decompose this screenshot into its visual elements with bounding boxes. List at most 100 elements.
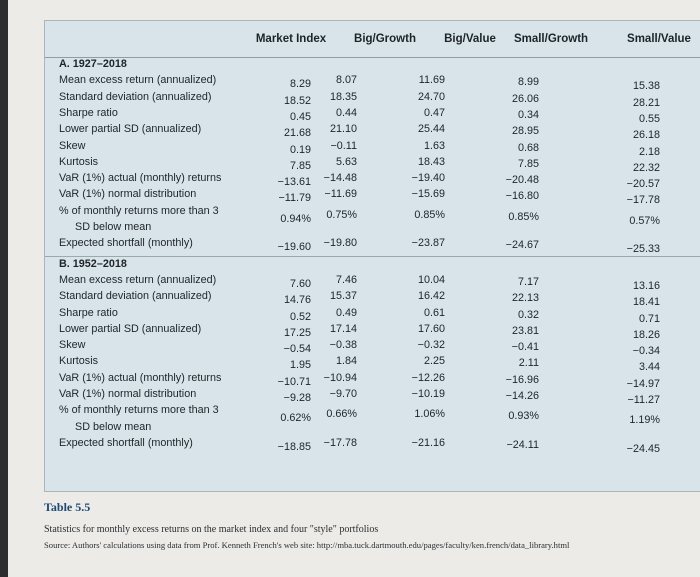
table-cell: 25.44	[417, 123, 445, 136]
table-cell: −19.40	[411, 172, 445, 185]
table-cell: −20.48	[505, 174, 539, 187]
table-cell: 0.47	[423, 106, 445, 119]
table-cell: 0.75%	[326, 208, 357, 221]
table-cell: −14.48	[323, 172, 357, 185]
table-source-note: Source: Authors' calculations using data…	[44, 540, 570, 550]
table-cell: −11.79	[278, 192, 311, 205]
statistics-table: Market Index Big/Growth Big/Value Small/Gro…	[44, 20, 700, 492]
row-label: Mean excess return (annualized)	[59, 74, 217, 87]
table-cell: 26.06	[511, 92, 539, 105]
table-cell: 1.19%	[629, 414, 660, 427]
table-cell: −19.80	[323, 237, 357, 250]
table-cell: 2.18	[638, 145, 660, 158]
section-title: B. 1952–2018	[59, 257, 127, 270]
row-label: Standard deviation (annualized)	[59, 90, 212, 103]
table-cell: 10.04	[417, 273, 445, 286]
row-label: Expected shortfall (monthly)	[59, 237, 193, 250]
table-cell: 0.93%	[508, 410, 539, 423]
table-caption-title: Table 5.5	[44, 500, 91, 514]
table-cell: −17.78	[626, 194, 660, 207]
row-label: % of monthly returns more than 3	[59, 404, 219, 417]
row-label-continued: SD below mean	[75, 420, 152, 433]
table-cell: 13.16	[632, 279, 660, 292]
table-cell: −16.80	[505, 190, 539, 203]
column-header-4: Small/Value	[627, 33, 691, 45]
table-cell: 0.62%	[280, 412, 311, 425]
table-cell: 21.68	[283, 127, 311, 140]
table-cell: −0.11	[330, 139, 357, 152]
table-cell: 28.95	[511, 125, 539, 138]
table-cell: 18.52	[283, 94, 311, 107]
table-cell: −0.41	[511, 341, 539, 354]
table-cell: 2.25	[423, 355, 445, 368]
row-label: VaR (1%) normal distribution	[59, 388, 197, 400]
table-cell: 0.45	[289, 110, 311, 123]
table-cell: 8.29	[289, 78, 311, 91]
section-divider	[45, 255, 700, 257]
table-cell: 7.17	[517, 275, 539, 288]
table-cell: 8.07	[335, 74, 357, 87]
table-cell: 0.19	[289, 143, 311, 156]
table-cell: 1.63	[423, 139, 445, 152]
table-cell: 15.38	[632, 80, 660, 93]
table-cell: −0.38	[329, 339, 357, 352]
table-cell: −16.96	[505, 373, 539, 386]
table-cell: 17.14	[329, 322, 357, 335]
table-cell: −14.97	[626, 377, 660, 390]
table-cell: −0.34	[632, 345, 660, 358]
table-cell: 17.25	[283, 326, 311, 339]
table-cell: 7.60	[289, 277, 311, 290]
table-cell: 0.85%	[414, 208, 445, 221]
column-header-3: Small/Growth	[513, 33, 589, 45]
table-cell: −15.69	[411, 188, 445, 201]
table-cell: −10.19	[411, 388, 445, 400]
section-title: A. 1927–2018	[59, 58, 127, 70]
table-cell: 18.41	[632, 296, 660, 309]
table-cell: 24.70	[417, 90, 445, 103]
table-caption-description: Statistics for monthly excess returns on…	[44, 524, 379, 535]
table-cell: 0.68	[517, 141, 539, 154]
table-cell: 7.85	[517, 157, 539, 170]
table-cell: 18.26	[632, 328, 660, 341]
table-cell: 18.43	[417, 155, 445, 168]
table-cell: 0.71	[638, 312, 660, 325]
row-label: VaR (1%) actual (monthly) returns	[59, 371, 222, 384]
row-label: VaR (1%) normal distribution	[59, 188, 197, 201]
table-cell: −24.11	[506, 438, 539, 451]
table-cell: 11.69	[418, 74, 445, 87]
table-cell: −11.27	[627, 394, 660, 406]
table-cell: −0.32	[417, 339, 445, 352]
table-cell: −21.16	[411, 436, 445, 449]
row-label: Lower partial SD (annualized)	[59, 123, 202, 136]
table-cell: 7.46	[335, 273, 357, 286]
table-cell: 26.18	[632, 129, 660, 142]
table-cell: 1.95	[289, 359, 311, 372]
table-cell: −19.60	[277, 241, 311, 254]
table-cell: −10.71	[277, 375, 311, 388]
table-cell: −25.33	[626, 243, 660, 256]
table-cell: 28.21	[632, 96, 660, 109]
row-label: VaR (1%) actual (monthly) returns	[59, 172, 222, 185]
table-cell: −23.87	[411, 237, 445, 250]
table-cell: 0.49	[335, 306, 357, 319]
row-label: Sharpe ratio	[59, 106, 118, 119]
table-cell: 1.06%	[414, 408, 445, 421]
column-header-2: Big/Value	[444, 33, 496, 45]
textbook-page: Market Index Big/Growth Big/Value Small/Gro…	[8, 0, 700, 577]
row-label: Standard deviation (annualized)	[59, 290, 212, 303]
table-cell: −20.57	[626, 178, 660, 191]
table-cell: −13.61	[277, 176, 311, 189]
table-cell: 21.10	[329, 123, 357, 136]
table-cell: −18.85	[277, 440, 311, 453]
table-cell: −14.26	[505, 390, 539, 402]
table-cell: 0.55	[638, 112, 660, 125]
table-cell: 0.61	[423, 306, 445, 319]
table-cell: −11.69	[324, 188, 357, 201]
row-label: Lower partial SD (annualized)	[59, 322, 202, 335]
table-cell: −24.45	[626, 442, 660, 455]
row-label: Kurtosis	[59, 355, 99, 368]
row-label: Sharpe ratio	[59, 306, 118, 319]
row-label: Mean excess return (annualized)	[59, 273, 217, 286]
table-cell: 0.57%	[629, 214, 660, 227]
table-cell: 16.42	[417, 290, 445, 303]
